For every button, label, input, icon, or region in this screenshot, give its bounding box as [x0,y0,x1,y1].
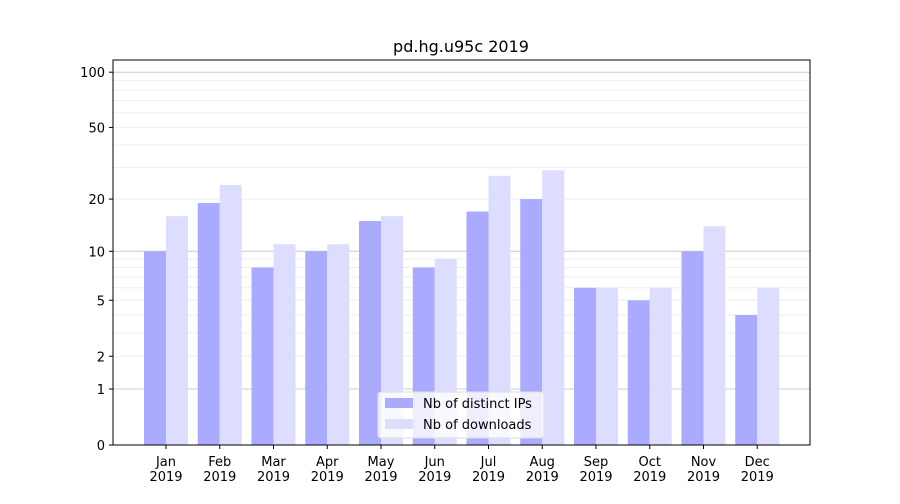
x-tick-label: Nov [691,455,717,470]
x-tick-label: Jan [155,455,176,470]
x-tick-label: 2019 [741,470,774,485]
legend-box [377,391,545,439]
x-tick-label: Oct [639,455,661,470]
x-tick-label: 2019 [203,470,236,485]
x-tick-label: Jul [480,455,497,470]
y-tick-label: 0 [97,439,105,454]
x-tick-label: Dec [745,455,770,470]
bar-downloads [649,287,672,445]
x-tick-label: 2019 [633,470,666,485]
legend: Nb of distinct IPs Nb of downloads [377,391,545,439]
bar-distinct-ips [144,251,166,445]
bar-distinct-ips [359,221,381,445]
chart-title: pd.hg.u95c 2019 [393,37,529,56]
bar-distinct-ips [574,287,596,445]
y-tick-label: 1 [97,383,105,398]
y-tick-label: 10 [88,245,105,260]
bar-downloads [542,170,565,446]
x-tick-label: 2019 [687,470,720,485]
x-tick-label: May [368,455,395,470]
bar-distinct-ips [681,251,704,445]
bar-downloads [757,287,780,445]
x-tick-label: 2019 [526,470,559,485]
y-tick-label: 100 [80,66,105,81]
bar-distinct-ips [466,211,489,445]
x-tick-label: 2019 [472,470,505,485]
bar-downloads [327,244,350,445]
x-tick-label: 2019 [149,470,182,485]
x-tick-label: 2019 [579,470,612,485]
x-tick-label: 2019 [311,470,344,485]
bar-distinct-ips [251,267,274,445]
y-tick-label: 20 [88,193,105,208]
y-tick-label: 50 [88,121,105,136]
y-tick-label: 2 [97,350,105,365]
x-tick-label: Sep [584,455,609,470]
legend-label: Nb of distinct IPs [423,397,532,412]
x-tick-label: Jun [424,455,445,470]
legend-swatch [385,419,413,429]
bar-distinct-ips [305,251,328,445]
bar-distinct-ips [197,203,220,445]
bar-downloads [219,184,242,445]
x-tick-label: 2019 [364,470,397,485]
y-tick-label: 5 [97,294,105,309]
legend-label: Nb of downloads [423,418,532,433]
bar-distinct-ips [520,199,543,445]
x-tick-label: Aug [530,455,555,470]
bar-distinct-ips [735,314,758,445]
plot-frame [112,59,811,446]
bar-downloads [596,287,618,445]
x-tick-label: 2019 [418,470,451,485]
bar-distinct-ips [627,300,650,445]
bar-downloads [166,216,188,445]
x-tick-label: Mar [261,455,286,470]
x-tick-label: Feb [208,455,231,470]
x-tick-label: 2019 [257,470,290,485]
bar-downloads [273,244,296,445]
legend-swatch [385,398,413,408]
bar-downloads [488,175,511,445]
bar-downloads [703,226,726,445]
x-tick-label: Apr [316,455,339,470]
bar-downloads [381,216,403,445]
